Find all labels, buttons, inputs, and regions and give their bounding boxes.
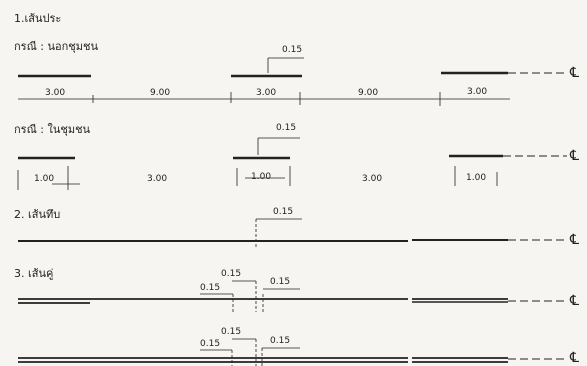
dim-double1-left: 0.15 [200, 283, 221, 293]
dim-inside-4: 1.00 [466, 173, 487, 183]
dim-outside-2: 3.00 [256, 88, 277, 98]
dim-inside-1: 3.00 [147, 174, 168, 184]
dim-outside-top: 0.15 [282, 45, 303, 55]
dim-outside-0: 3.00 [45, 88, 66, 98]
dim-outside-1: 9.00 [150, 88, 171, 98]
centerline-icon: ℄ [570, 65, 579, 81]
section-1-title: 1.เส้นประ [14, 12, 62, 25]
dim-double2-right: 0.15 [270, 336, 291, 346]
case-outside-label: กรณี : นอกชุมชน [14, 40, 98, 53]
centerline-icon: ℄ [570, 350, 579, 366]
case-inside-label: กรณี : ในชุมชน [14, 123, 91, 136]
dim-double2-top: 0.15 [221, 327, 242, 337]
dim-inside-top: 0.15 [276, 123, 297, 133]
dim-solid-top: 0.15 [273, 207, 294, 217]
dim-double2-left: 0.15 [200, 339, 221, 349]
centerline-icon: ℄ [570, 232, 579, 248]
dim-outside-3: 9.00 [358, 88, 379, 98]
dim-double1-top: 0.15 [221, 269, 242, 279]
section-2-title: 2. เส้นทึบ [14, 208, 61, 221]
dim-outside-4: 3.00 [467, 87, 488, 97]
dim-inside-2: 1.00 [251, 172, 272, 182]
centerline-icon: ℄ [570, 148, 579, 164]
centerline-icon: ℄ [570, 293, 579, 309]
dim-inside-3: 3.00 [362, 174, 383, 184]
dim-inside-0: 1.00 [34, 174, 55, 184]
section-3-title: 3. เส้นคู่ [14, 267, 54, 280]
dim-double1-right: 0.15 [270, 277, 291, 287]
